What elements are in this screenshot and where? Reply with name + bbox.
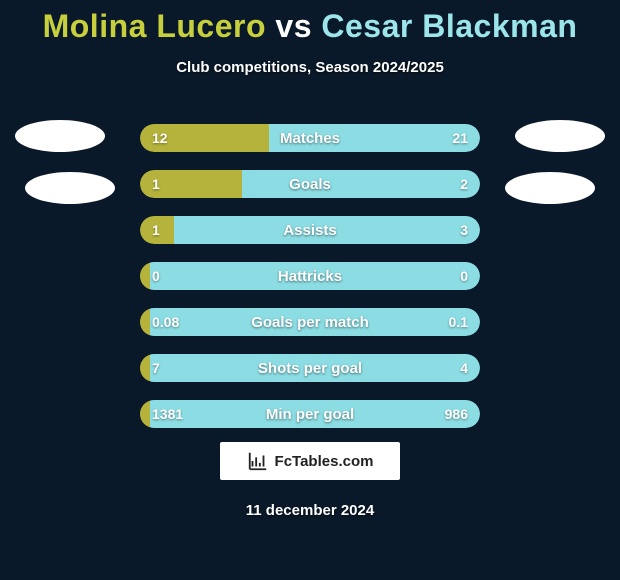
stat-row: 0.080.1Goals per match (140, 308, 480, 336)
player2-name: Cesar Blackman (321, 8, 577, 44)
player1-avatar-2 (25, 172, 115, 204)
stat-label: Assists (140, 216, 480, 244)
vs-separator: vs (275, 8, 312, 44)
chart-icon (247, 450, 269, 472)
player2-avatar-2 (505, 172, 595, 204)
branding-text: FcTables.com (275, 453, 374, 470)
player2-avatar-1 (515, 120, 605, 152)
stat-row: 1381986Min per goal (140, 400, 480, 428)
stat-rows: 1221Matches 12Goals 13Assists 00Hattricks 0.… (140, 124, 480, 446)
stat-label: Goals per match (140, 308, 480, 336)
comparison-title: Molina Lucero vs Cesar Blackman (0, 0, 620, 45)
stat-row: 1221Matches (140, 124, 480, 152)
stat-label: Min per goal (140, 400, 480, 428)
stat-row: 13Assists (140, 216, 480, 244)
player1-name: Molina Lucero (43, 8, 266, 44)
stat-label: Hattricks (140, 262, 480, 290)
player1-avatar-1 (15, 120, 105, 152)
subtitle: Club competitions, Season 2024/2025 (0, 59, 620, 76)
stat-row: 00Hattricks (140, 262, 480, 290)
stat-row: 12Goals (140, 170, 480, 198)
stat-label: Shots per goal (140, 354, 480, 382)
stat-label: Goals (140, 170, 480, 198)
stat-label: Matches (140, 124, 480, 152)
date-text: 11 december 2024 (0, 502, 620, 519)
stat-row: 74Shots per goal (140, 354, 480, 382)
branding-badge: FcTables.com (220, 442, 400, 480)
